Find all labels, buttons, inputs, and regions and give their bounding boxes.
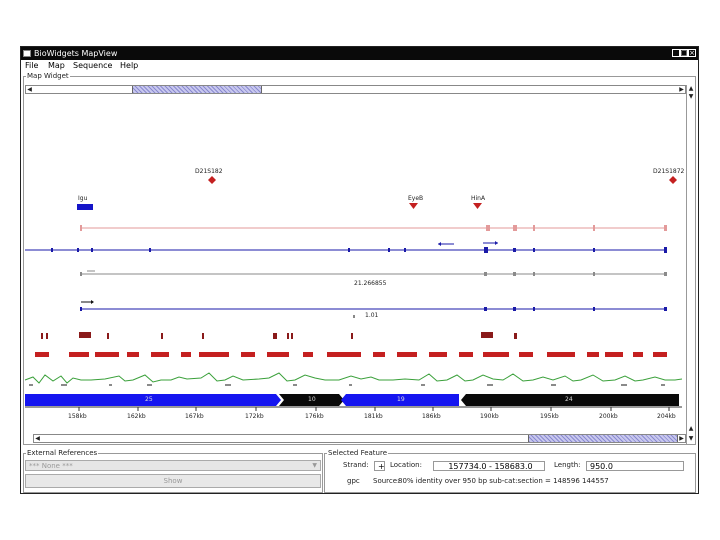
marker-label-right: D21S1872 xyxy=(653,168,685,175)
tick-label: 158kb xyxy=(68,413,87,420)
menu-help[interactable]: Help xyxy=(120,61,139,70)
blue-track-2-exons[interactable] xyxy=(80,307,667,311)
location-field[interactable]: 157734.0 - 158683.0 xyxy=(433,461,545,471)
scroll-left-icon[interactable]: ◀ xyxy=(35,435,40,442)
map-vertical-scrollbar[interactable]: ▲ ▼ ▲ ▼ xyxy=(686,85,695,445)
scroll-up-icon[interactable]: ▲ xyxy=(688,425,694,432)
location-label: Location: xyxy=(390,461,422,469)
maximize-button[interactable]: □ xyxy=(680,49,688,57)
blue-track-1-exons[interactable] xyxy=(51,247,667,253)
map-widget-panel xyxy=(23,76,696,445)
segment-19[interactable] xyxy=(341,394,459,406)
tick-label: 204kb xyxy=(657,413,676,420)
map-top-scroll-thumb[interactable] xyxy=(132,86,262,93)
length-field[interactable]: 950.0 xyxy=(586,461,684,471)
gray-marks-row xyxy=(29,384,665,386)
mapview-window: BioWidgets MapView _ □ × File Map Sequen… xyxy=(20,46,699,494)
marker-label-left: D21S182 xyxy=(195,168,223,175)
blue-box-label: Igu xyxy=(78,195,88,202)
segment-25[interactable] xyxy=(25,394,281,406)
segment-24[interactable] xyxy=(461,394,679,406)
scroll-left-icon[interactable]: ◀ xyxy=(27,86,32,93)
triangle-label-2: HinA xyxy=(471,195,486,202)
tick-label: 176kb xyxy=(305,413,324,420)
marker-red-triangle-1[interactable] xyxy=(409,203,418,209)
segment-label-24: 24 xyxy=(565,396,573,403)
strand-field[interactable]: + xyxy=(374,461,385,471)
marker-red-diamond-left[interactable] xyxy=(208,176,216,184)
external-references-title: External References xyxy=(26,449,99,457)
marker-red-triangle-2[interactable] xyxy=(473,203,482,209)
segment-label-25: 25 xyxy=(145,396,153,403)
source-value: 80% identity over 950 bp sub-cat:section… xyxy=(398,477,609,485)
green-wave-graph xyxy=(24,372,683,384)
map-bottom-scroll-thumb[interactable] xyxy=(528,435,678,442)
tick-label: 162kb xyxy=(127,413,146,420)
triangle-label-1: EyeB xyxy=(408,195,424,202)
pink-track-exons[interactable] xyxy=(80,225,667,231)
combo-value: *** None *** xyxy=(29,462,73,470)
external-references-combo[interactable]: *** None *** ▼ xyxy=(25,460,321,471)
menu-sequence[interactable]: Sequence xyxy=(73,61,113,70)
tick-label: 195kb xyxy=(540,413,559,420)
dark-red-feature-row[interactable] xyxy=(41,332,517,339)
gene-label-2: 1.01 xyxy=(365,312,379,319)
marker-red-diamond-right[interactable] xyxy=(669,176,677,184)
title-bar: BioWidgets MapView _ □ × xyxy=(21,47,698,60)
tick-label: 181kb xyxy=(364,413,383,420)
segment-label-19: 19 xyxy=(397,396,405,403)
menu-map[interactable]: Map xyxy=(48,61,65,70)
ruler-ticks xyxy=(78,407,670,411)
genome-map-canvas[interactable] xyxy=(21,47,700,495)
map-top-scrollbar[interactable]: ◀ ▶ xyxy=(25,85,686,94)
red-feature-band[interactable] xyxy=(35,352,667,357)
scroll-right-icon[interactable]: ▶ xyxy=(679,86,684,93)
external-references-panel xyxy=(23,453,323,493)
gene-label-1: 21.266855 xyxy=(354,280,387,287)
selected-feature-panel xyxy=(324,453,696,493)
gray-track-exons[interactable] xyxy=(80,272,667,276)
tick-label: 200kb xyxy=(599,413,618,420)
window-icon[interactable] xyxy=(23,50,31,57)
scroll-up-icon[interactable]: ▲ xyxy=(688,85,694,92)
minimize-button[interactable]: _ xyxy=(672,49,680,57)
tick-label: 190kb xyxy=(480,413,499,420)
tick-label: 172kb xyxy=(245,413,264,420)
gpc-label: gpc xyxy=(347,477,360,485)
menu-bar: File Map Sequence Help xyxy=(21,60,698,71)
chevron-down-icon[interactable]: ▼ xyxy=(312,462,317,469)
map-widget-title: Map Widget xyxy=(26,72,70,80)
scroll-down-icon[interactable]: ▼ xyxy=(688,435,694,442)
segment-label-10: 10 xyxy=(308,396,316,403)
selected-feature-title: Selected Feature xyxy=(327,449,389,457)
length-label: Length: xyxy=(554,461,581,469)
source-label: Source: xyxy=(373,477,400,485)
scroll-down-icon[interactable]: ▼ xyxy=(688,93,694,100)
tick-label: 167kb xyxy=(185,413,204,420)
tick-label: 186kb xyxy=(422,413,441,420)
blue-feature-box[interactable] xyxy=(77,204,93,210)
close-button[interactable]: × xyxy=(688,49,696,57)
segment-10[interactable] xyxy=(279,394,344,406)
scroll-right-icon[interactable]: ▶ xyxy=(679,435,684,442)
window-title: BioWidgets MapView xyxy=(34,49,118,58)
strand-label: Strand: xyxy=(343,461,369,469)
show-button[interactable]: Show xyxy=(25,474,321,488)
menu-file[interactable]: File xyxy=(25,61,39,70)
map-bottom-scrollbar[interactable]: ◀ ▶ xyxy=(33,434,686,443)
